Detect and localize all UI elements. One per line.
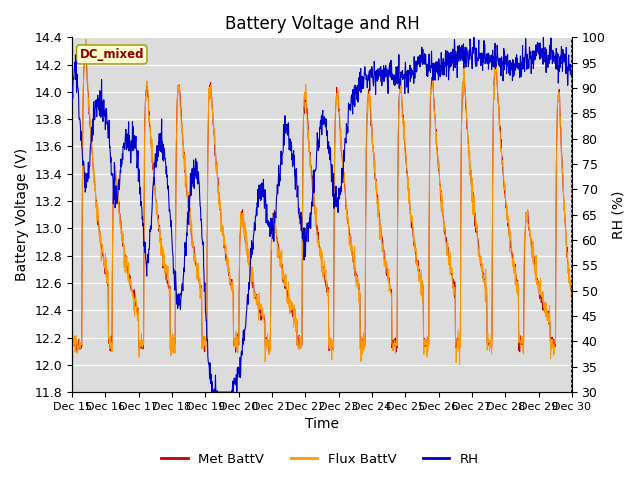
Title: Battery Voltage and RH: Battery Voltage and RH — [225, 15, 419, 33]
Text: DC_mixed: DC_mixed — [79, 48, 144, 61]
Legend: Met BattV, Flux BattV, RH: Met BattV, Flux BattV, RH — [156, 447, 484, 471]
Y-axis label: Battery Voltage (V): Battery Voltage (V) — [15, 148, 29, 281]
Y-axis label: RH (%): RH (%) — [611, 191, 625, 239]
X-axis label: Time: Time — [305, 418, 339, 432]
